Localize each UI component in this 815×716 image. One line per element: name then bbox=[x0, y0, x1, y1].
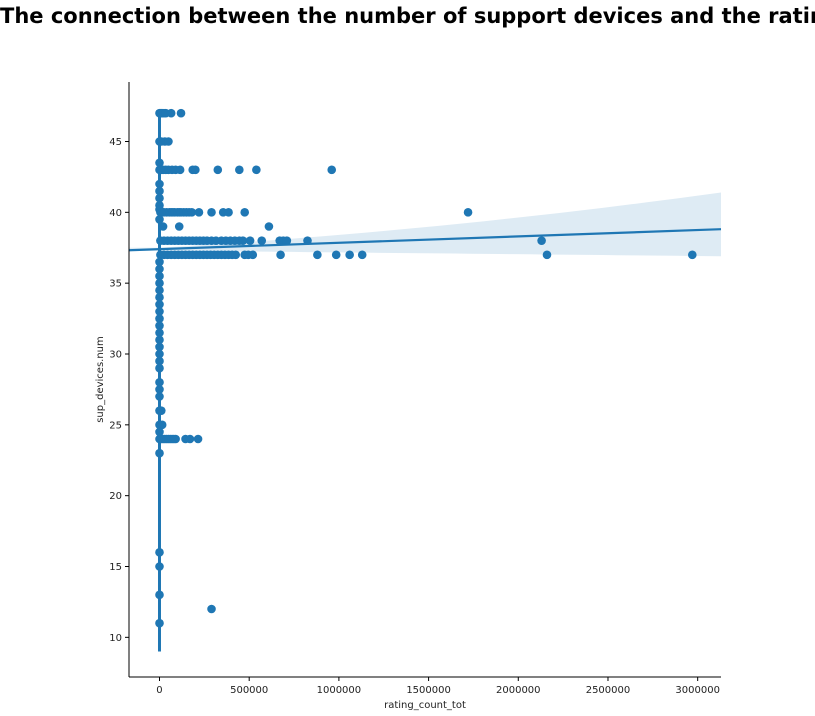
data-point bbox=[157, 420, 167, 430]
data-point bbox=[155, 158, 164, 168]
data-point bbox=[235, 165, 244, 175]
data-point bbox=[264, 222, 274, 231]
data-point bbox=[155, 186, 164, 196]
data-point bbox=[158, 222, 168, 231]
data-point bbox=[174, 222, 184, 231]
data-point bbox=[155, 427, 164, 437]
y-tick-label: 25 bbox=[109, 420, 122, 431]
data-point bbox=[155, 278, 164, 288]
regression-line-layer bbox=[128, 228, 722, 252]
scatter-points-layer bbox=[155, 108, 697, 652]
data-point bbox=[155, 307, 164, 316]
data-point bbox=[542, 250, 552, 260]
data-point bbox=[164, 137, 173, 146]
y-tick-label: 30 bbox=[109, 350, 122, 361]
x-tick-label: 0 bbox=[156, 685, 162, 696]
axes-layer: 10 15 20 25 30 35 40 45 0 500000 1000000 1500000 200… bbox=[109, 82, 721, 696]
data-point bbox=[155, 215, 164, 224]
data-point bbox=[155, 271, 164, 281]
x-tick-label: 3000000 bbox=[675, 685, 720, 696]
data-point bbox=[155, 385, 164, 394]
data-point bbox=[238, 236, 248, 245]
data-point bbox=[191, 165, 200, 175]
data-point bbox=[327, 165, 337, 175]
data-point bbox=[185, 434, 195, 444]
data-point bbox=[155, 321, 164, 330]
data-point bbox=[276, 250, 285, 260]
x-tick-label: 2000000 bbox=[496, 685, 541, 696]
data-point bbox=[155, 378, 164, 387]
data-point bbox=[155, 342, 164, 352]
data-point bbox=[155, 618, 164, 628]
data-point bbox=[231, 250, 241, 260]
y-tick-label: 15 bbox=[109, 562, 122, 573]
data-point bbox=[155, 335, 164, 345]
y-tick-label: 20 bbox=[109, 491, 122, 502]
data-point bbox=[155, 179, 164, 189]
data-point bbox=[252, 165, 261, 175]
data-point bbox=[175, 165, 185, 175]
data-point bbox=[155, 548, 164, 557]
data-point bbox=[240, 208, 250, 217]
data-point bbox=[463, 208, 473, 217]
data-point bbox=[155, 562, 164, 571]
data-point bbox=[176, 108, 186, 118]
y-tick-label: 45 bbox=[109, 137, 122, 148]
data-point bbox=[156, 406, 166, 415]
y-axis-label: sup_devices.num bbox=[95, 336, 106, 423]
data-point bbox=[155, 392, 164, 401]
regression-line bbox=[128, 228, 722, 252]
data-point bbox=[155, 293, 164, 302]
data-point bbox=[155, 193, 164, 203]
data-point bbox=[193, 434, 203, 444]
data-point bbox=[155, 356, 164, 366]
data-point bbox=[155, 314, 164, 323]
data-point bbox=[245, 236, 255, 245]
data-point bbox=[155, 264, 164, 274]
data-point bbox=[155, 300, 164, 309]
data-point bbox=[313, 250, 322, 260]
data-point bbox=[282, 236, 292, 245]
data-point bbox=[155, 590, 164, 600]
data-point bbox=[155, 328, 164, 338]
data-point bbox=[213, 165, 223, 175]
data-point bbox=[155, 363, 164, 373]
x-tick-label: 500000 bbox=[230, 685, 268, 696]
data-point bbox=[155, 448, 164, 458]
data-point bbox=[207, 208, 216, 217]
x-tick-label: 2500000 bbox=[586, 685, 631, 696]
data-point bbox=[537, 236, 546, 245]
data-point bbox=[257, 236, 267, 245]
chart-title: The connection between the number of sup… bbox=[0, 4, 815, 28]
data-point bbox=[357, 250, 367, 260]
data-point bbox=[687, 250, 697, 260]
data-point bbox=[331, 250, 341, 260]
data-point bbox=[207, 604, 216, 614]
data-point bbox=[166, 108, 176, 118]
data-point bbox=[155, 257, 164, 267]
data-point bbox=[194, 208, 204, 217]
x-tick-label: 1000000 bbox=[317, 685, 362, 696]
y-tick-label: 10 bbox=[109, 633, 122, 644]
data-point bbox=[171, 434, 180, 444]
data-point bbox=[345, 250, 354, 260]
data-point bbox=[248, 250, 258, 260]
data-point bbox=[155, 285, 164, 295]
data-point bbox=[155, 349, 164, 359]
y-tick-label: 40 bbox=[109, 208, 122, 219]
y-tick-label: 35 bbox=[109, 279, 122, 290]
data-point bbox=[187, 208, 197, 217]
data-point bbox=[224, 208, 233, 217]
x-tick-label: 1500000 bbox=[406, 685, 451, 696]
x-axis-label: rating_count_tot bbox=[384, 700, 466, 711]
